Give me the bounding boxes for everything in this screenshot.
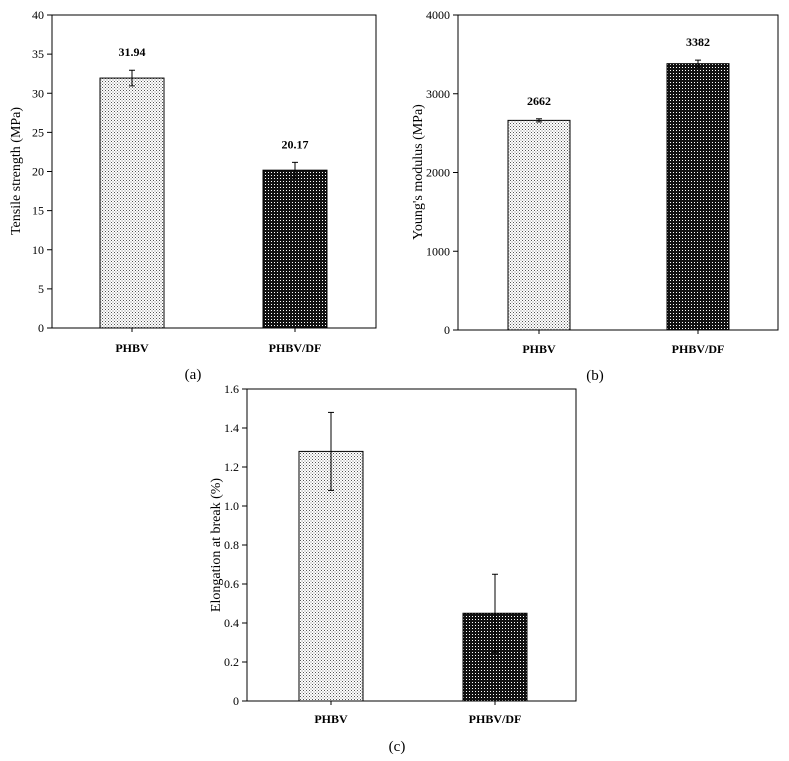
panel-a-bars: 31.94 20.17 bbox=[99, 45, 328, 329]
panel-b-y-axis-title: Young's modulus (MPa) bbox=[411, 104, 426, 240]
y-tick-label: 4000 bbox=[426, 8, 450, 22]
x-category-label: PHBV/DF bbox=[269, 341, 322, 355]
bar-phbv bbox=[507, 119, 571, 331]
y-tick-label: 2000 bbox=[426, 166, 450, 180]
bar-value-label: 20.17 bbox=[282, 137, 309, 151]
panel-a-label: (a) bbox=[185, 367, 202, 383]
x-category-label: PHBV bbox=[522, 342, 556, 356]
panel-c-elongation-chart: 0 0.2 0.4 0.6 0.8 1.0 1.2 1.4 1.6 PHBV PHBV/DF El… bbox=[209, 382, 577, 755]
bar-phbv bbox=[298, 450, 364, 702]
y-tick-label: 40 bbox=[32, 8, 44, 22]
y-tick-label: 1000 bbox=[426, 244, 450, 258]
bar-value-label: 2662 bbox=[527, 94, 551, 108]
panel-a-y-axis-title: Tensile strength (MPa) bbox=[9, 107, 24, 235]
y-tick-label: 0.8 bbox=[224, 538, 239, 552]
y-tick-label: 25 bbox=[32, 125, 44, 139]
panel-b-plot-frame bbox=[457, 14, 779, 331]
bar-value-label: 3382 bbox=[686, 35, 710, 49]
y-tick-label: 20 bbox=[32, 165, 44, 179]
bar-phbv bbox=[99, 77, 165, 329]
y-tick-label: 1.4 bbox=[224, 421, 239, 435]
panel-a-y-ticks: 0 5 10 15 20 25 30 35 40 bbox=[32, 8, 296, 335]
x-category-label: PHBV bbox=[115, 341, 149, 355]
panel-c-bars bbox=[298, 411, 528, 702]
panel-b-youngs-modulus-chart: 0 1000 2000 3000 4000 2662 3382 PHBV PHBV/DF Y… bbox=[411, 8, 779, 384]
panel-c-category-labels: PHBV PHBV/DF bbox=[314, 712, 521, 726]
y-tick-label: 0.2 bbox=[224, 655, 239, 669]
x-category-label: PHBV/DF bbox=[469, 712, 522, 726]
panel-c-y-ticks: 0 0.2 0.4 0.6 0.8 1.0 1.2 1.4 1.6 bbox=[224, 382, 496, 708]
bar-phbv-df bbox=[262, 169, 328, 329]
panel-b-bars: 2662 3382 bbox=[507, 35, 730, 331]
bar-value-label: 31.94 bbox=[119, 45, 146, 59]
panel-a-category-labels: PHBV PHBV/DF bbox=[115, 341, 321, 355]
y-tick-label: 10 bbox=[32, 243, 44, 257]
panel-b-y-ticks: 0 1000 2000 3000 4000 bbox=[426, 8, 699, 337]
bar-phbv-df bbox=[666, 63, 730, 331]
y-tick-label: 1.2 bbox=[224, 460, 239, 474]
x-category-label: PHBV/DF bbox=[672, 342, 725, 356]
panel-b-label: (b) bbox=[586, 368, 604, 384]
y-tick-label: 15 bbox=[32, 204, 44, 218]
y-tick-label: 5 bbox=[38, 282, 44, 296]
y-tick-label: 1.0 bbox=[224, 499, 239, 513]
panel-c-label: (c) bbox=[389, 739, 406, 755]
y-tick-label: 0 bbox=[38, 321, 44, 335]
y-tick-label: 0.6 bbox=[224, 577, 239, 591]
y-tick-label: 35 bbox=[32, 47, 44, 61]
panel-c-y-axis-title: Elongation at break (%) bbox=[209, 478, 224, 612]
y-tick-label: 30 bbox=[32, 86, 44, 100]
x-category-label: PHBV bbox=[314, 712, 348, 726]
y-tick-label: 3000 bbox=[426, 87, 450, 101]
y-tick-label: 0.4 bbox=[224, 616, 239, 630]
panel-b-category-labels: PHBV PHBV/DF bbox=[522, 342, 724, 356]
y-tick-label: 1.6 bbox=[224, 382, 239, 396]
y-tick-label: 0 bbox=[233, 694, 239, 708]
y-tick-label: 0 bbox=[444, 323, 450, 337]
